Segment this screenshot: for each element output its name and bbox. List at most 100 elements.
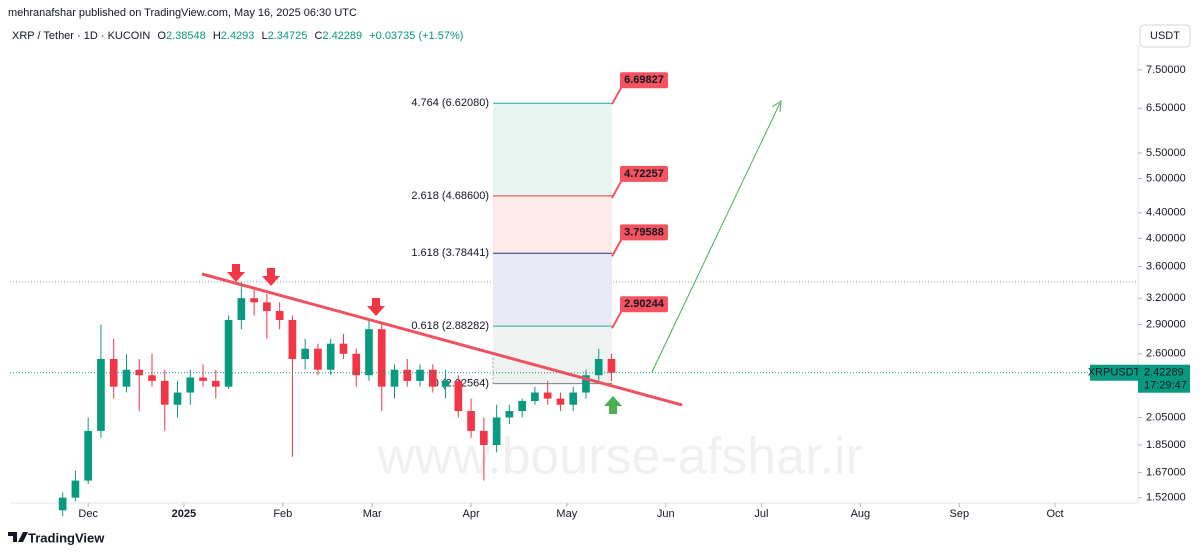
candle-body [288,319,297,360]
candle-body [199,377,207,381]
candle-body [339,343,348,354]
candle-body [352,353,361,376]
candle-body [250,298,258,303]
x-tick-label: Jul [754,508,768,520]
candle-body [492,417,501,446]
y-tick-label: 6.50000 [1146,102,1186,114]
target-box [620,296,668,313]
close: 2.42289 [322,30,362,42]
projection-arrow [651,102,781,373]
l-label: L [261,30,267,42]
candle-body [224,319,233,387]
y-tick-label: 2.05000 [1146,411,1186,423]
currency[interactable]: USDT [1150,30,1180,42]
fib-zone [493,326,612,384]
down-arrow [262,268,280,286]
target-label: 3.79588 [624,226,664,238]
candle-body [365,329,373,376]
candle-body [263,302,271,312]
y-tick-label: 4.00000 [1146,232,1186,244]
o-label: O [157,30,166,42]
y-tick-label: 5.00000 [1146,172,1186,184]
fib-label: 2.618 (4.68600) [411,190,489,202]
down-arrow [227,264,245,282]
x-tick-label: May [556,508,577,520]
low: 2.34725 [268,30,308,42]
candle-body [109,359,118,387]
y-tick-label: 7.50000 [1146,64,1186,76]
currency-button[interactable] [1139,24,1191,48]
candle-body [186,377,195,393]
target-pointer [611,179,623,199]
target-label: 4.72257 [624,168,664,180]
c-label: C [314,30,322,42]
down-arrows [227,264,385,316]
candle-body [582,375,590,393]
target-pointer [611,309,623,329]
candle-body [594,359,603,376]
candle-body [518,401,526,412]
candle-body [390,369,399,387]
y-tick-label: 2.90000 [1146,318,1186,330]
target-pointer [611,85,623,105]
x-tick-label: Apr [463,508,480,520]
fib-zone [493,253,612,327]
x-tick-label: Mar [363,508,382,520]
target-box [620,72,668,89]
target-box [620,224,668,241]
candle-body [301,348,309,360]
footer-logo: TradingView [8,530,105,545]
candle-body [58,497,67,511]
y-tick-label: 5.50000 [1146,147,1186,159]
candle-body [275,311,284,320]
price-tag-symbol: XRPUSDT [1088,367,1141,379]
candle-body [505,411,514,418]
candle-body [467,411,475,431]
candle-body [556,398,565,405]
target-label: 2.90244 [624,298,665,310]
price-tag-value: 2.42289 [1144,367,1184,379]
candle-body [122,369,131,387]
footer-text: TradingView [28,530,105,545]
y-tick-label: 1.67000 [1146,466,1186,478]
y-tick-label: 2.60000 [1146,348,1186,360]
target-box [620,165,668,182]
projection-arrow-head [771,100,782,113]
symbol: XRP / Tether · 1D · KUCOIN [12,30,150,42]
candle-body [441,380,450,387]
candle-body [428,369,437,387]
candle-body [148,375,156,381]
y-tick-label: 3.60000 [1146,260,1186,272]
target-label: 6.69827 [624,74,664,86]
x-tick-label: Aug [851,508,871,520]
high: 2.4293 [221,30,255,42]
h-label: H [213,30,221,42]
candle-body [377,329,386,387]
watermark: www.bourse-afshar.ir [376,428,863,486]
price-tag-countdown: 17:29:47 [1144,380,1187,392]
candle-body [314,348,322,370]
candle-body [211,380,220,387]
up-arrow [604,396,622,414]
x-tick-label: Dec [78,508,98,520]
open: 2.38548 [166,30,206,42]
symbol-legend: XRP / Tether · 1D · KUCOIN O2.38548 H2.4… [12,30,463,42]
candle-body [607,359,616,373]
candle-body [543,392,552,399]
candle-body [403,369,412,381]
fib-label: 4.764 (6.62080) [411,97,489,109]
x-tick-label: Jun [657,508,675,520]
price-tag-symbol-box [1090,364,1138,381]
fib-label: 0.618 (2.88282) [411,320,489,332]
x-tick-label: Oct [1046,508,1063,520]
target-pointer [611,237,623,257]
y-tick-label: 4.40000 [1146,207,1186,219]
y-tick-label: 1.85000 [1146,439,1186,451]
price-tag-box [1138,364,1190,393]
candle-body [71,480,80,498]
y-tick-label: 3.20000 [1146,292,1186,304]
fib-zone [493,103,612,196]
candle-body [454,380,463,412]
trendline [201,272,683,407]
